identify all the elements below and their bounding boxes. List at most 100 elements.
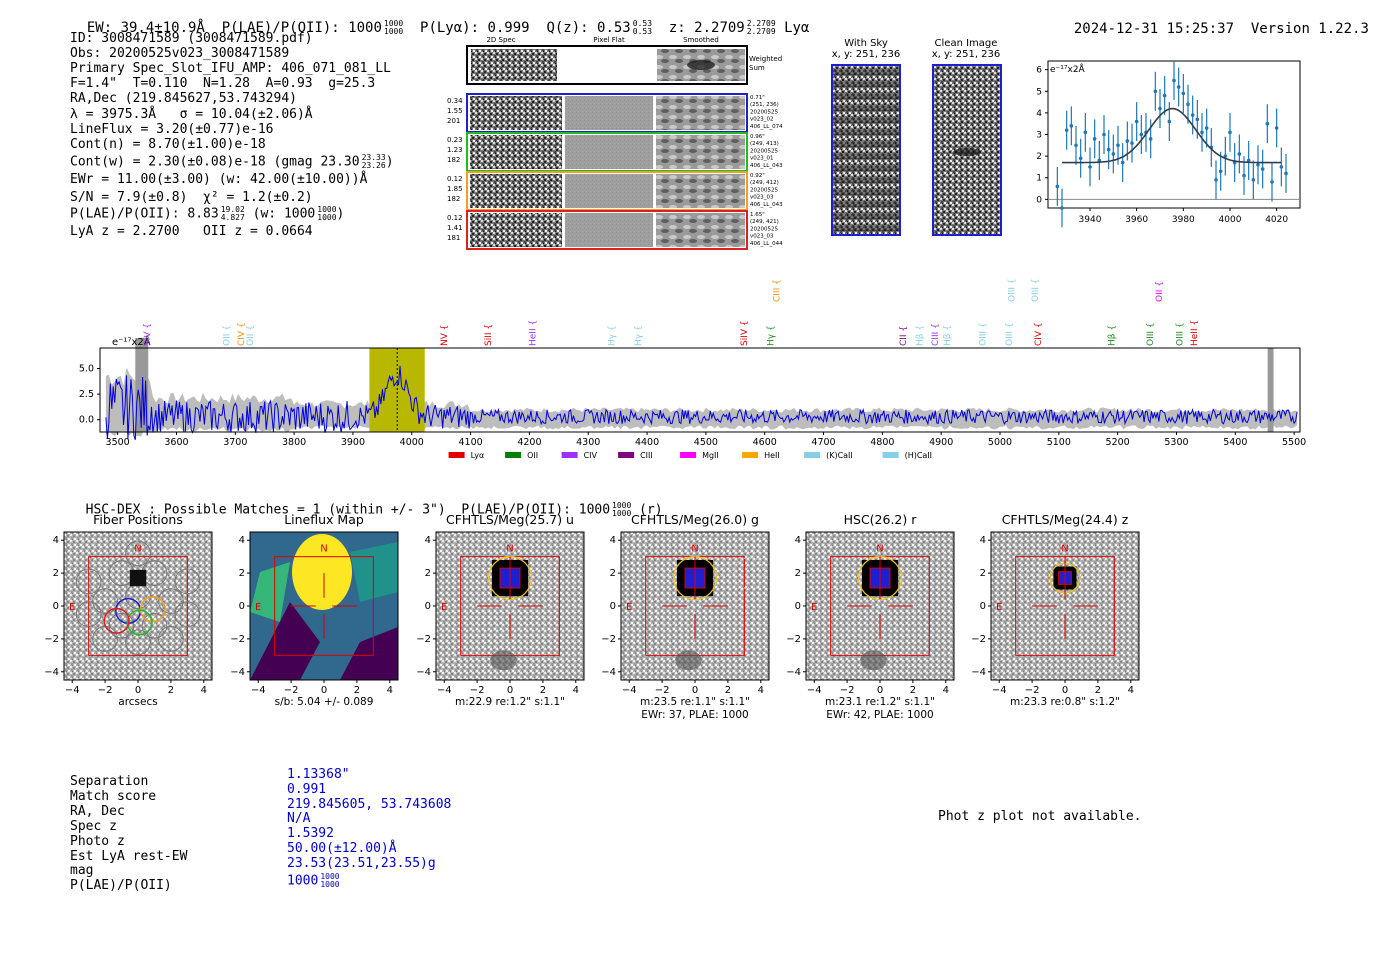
stamp-ytick-label: −2 bbox=[416, 634, 431, 645]
spectrum-xtick-label: 4000 bbox=[400, 437, 424, 448]
spectrum-xtick-label: 4200 bbox=[517, 437, 541, 448]
fit-point bbox=[1130, 141, 1134, 145]
spectrum-legend-item: CIV bbox=[561, 451, 598, 460]
fit-point bbox=[1153, 89, 1158, 94]
stamp-xtick-label: 4 bbox=[1128, 685, 1134, 696]
spectrum-line-label: Hβ { bbox=[1108, 325, 1118, 346]
stamp-ytick-label: 4 bbox=[53, 535, 59, 546]
fiber-circle bbox=[108, 612, 135, 639]
ml-value-specz: N/A bbox=[287, 811, 311, 826]
fit-xtick-label: 4000 bbox=[1219, 215, 1242, 225]
spec2d-row-flat bbox=[565, 174, 653, 208]
stamp-ytick-label: 2 bbox=[239, 568, 245, 579]
spectrum-xtick-label: 4400 bbox=[635, 437, 659, 448]
spectrum-line-label: CIV { bbox=[1034, 322, 1044, 346]
fit-point bbox=[1083, 130, 1088, 135]
stamp-svg: HSC(26.2) r N E −4 −4 −2 −2 0 0 2 2 4 4 m:23.1 re:1.2… bbox=[786, 512, 955, 721]
fit-point bbox=[1074, 143, 1078, 148]
fit-ytick-label: 3 bbox=[1036, 131, 1042, 141]
fiber-red bbox=[103, 607, 130, 634]
spec2d-row-2d bbox=[470, 213, 562, 247]
spectrum-line-label: HeII { bbox=[1190, 320, 1200, 346]
fiber-circle bbox=[174, 568, 201, 595]
ml-value-radec: 219.845605, 53.743608 bbox=[287, 797, 452, 812]
stamp-xtick-label: −2 bbox=[284, 685, 299, 696]
version: Version 1.22.3 bbox=[1250, 21, 1369, 37]
legend-swatch bbox=[505, 452, 522, 458]
fiber-circle bbox=[92, 588, 118, 614]
spec2d-row-frame bbox=[466, 210, 748, 250]
spec2d-row-2d bbox=[470, 96, 562, 130]
stamp-xtick-label: −4 bbox=[622, 685, 637, 696]
info-obs: Obs: 20200525v023_3008471589 bbox=[70, 46, 290, 61]
stamp-xtick-label: 0 bbox=[877, 685, 883, 696]
spectrum-legend-item: MgII bbox=[680, 451, 719, 460]
spec2d-row-right-label: (249, 412) bbox=[750, 180, 779, 186]
weighted-sum-2d bbox=[471, 49, 557, 81]
spec2d-row-right-label: 0.92" bbox=[750, 173, 765, 179]
stamp-east: E bbox=[811, 602, 817, 613]
weighted-sum-label-2: Sum bbox=[749, 64, 765, 72]
stamp-east: E bbox=[255, 602, 261, 613]
spectrum-xtick-label: 4100 bbox=[458, 437, 482, 448]
fit-point bbox=[1218, 169, 1223, 174]
spec2d-row-right-label: 0.96" bbox=[750, 134, 765, 140]
info-params: F=1.4" T=0.110 N=1.28 A=0.93 g=25.3 bbox=[70, 76, 376, 91]
spectrum-legend-item: OII bbox=[505, 451, 538, 460]
info-id: ID: 3008471589 (3008471589.pdf) bbox=[70, 31, 313, 46]
spec2d-row-smoothed bbox=[656, 96, 745, 130]
spec2d-row-left-label: 1.23 bbox=[447, 146, 463, 154]
stamp-ytick-label: 4 bbox=[980, 535, 986, 546]
stamp-ytick-label: 2 bbox=[53, 568, 59, 579]
spectrum-legend-item: (K)CaII bbox=[804, 451, 853, 460]
stamp-ytick-label: −2 bbox=[601, 634, 616, 645]
fit-point bbox=[1134, 119, 1139, 124]
stamp-ytick-label: −4 bbox=[230, 667, 245, 678]
stamp-xtick-label: 2 bbox=[354, 685, 360, 696]
legend-label: CIII bbox=[640, 451, 653, 460]
spec2d-row-left-label: 1.55 bbox=[447, 107, 463, 115]
clean-svg bbox=[934, 66, 1000, 234]
spec2d-panel: 2D Spec Pixel Flat Smoothed Weighted Sum… bbox=[445, 34, 795, 259]
spectrum-line-label: SiV { bbox=[143, 323, 153, 346]
spec2d-row: 0.23 1.23 182 0.96"(249, 413)20200525 v023_0… bbox=[447, 132, 783, 172]
fit-point bbox=[1284, 171, 1288, 176]
stamp-xtick-label: 2 bbox=[725, 685, 731, 696]
info-lineflux: LineFlux = 3.20(±0.77)e-16 bbox=[70, 122, 274, 137]
spectrum-xtick-label: 3500 bbox=[106, 437, 130, 448]
stamp-aperture bbox=[672, 556, 718, 601]
spectrum-xtick-label: 5200 bbox=[1106, 437, 1130, 448]
weighted-sum-blob bbox=[687, 60, 715, 70]
weighted-sum-label-1: Weighted bbox=[749, 55, 782, 63]
header-plya: P(Lyα): 0.999 bbox=[420, 20, 530, 36]
stamp-xtick-label: −4 bbox=[251, 685, 266, 696]
info-lyaz: LyA z = 2.2700 OII z = 0.0664 bbox=[70, 224, 313, 239]
spectrum-xtick-label: 3600 bbox=[164, 437, 188, 448]
spectrum-line-label: OII { bbox=[1155, 281, 1165, 302]
ml-label-ew: Est LyA rest-EW bbox=[70, 849, 188, 864]
ml-value-separation: 1.13368" bbox=[287, 767, 350, 782]
spec2d-row-2d bbox=[470, 135, 562, 169]
stamp-title: CFHTLS/Meg(26.0) g bbox=[631, 512, 759, 527]
fit-point bbox=[1228, 130, 1232, 135]
stamp-panel: HSC(26.2) r N E −4 −4 −2 −2 0 0 2 2 4 4 m:23.1 re:1.2… bbox=[782, 510, 962, 729]
spec2d-row-left-label: 0.12 bbox=[447, 175, 463, 183]
stamp-ytick-label: 0 bbox=[239, 601, 245, 612]
info-plae: P(LAE)/P(OII): 8.83 19.02 4.827 (w: 1000 10… bbox=[70, 205, 345, 222]
fit-point bbox=[1242, 173, 1246, 178]
stamp-title: CFHTLS/Meg(24.4) z bbox=[1002, 512, 1129, 527]
stamp-xtick-label: 0 bbox=[507, 685, 513, 696]
fit-point bbox=[1116, 143, 1120, 148]
spectrum-line-label: Hβ { bbox=[943, 325, 953, 346]
fit-point bbox=[1195, 117, 1200, 122]
legend-swatch bbox=[561, 452, 578, 458]
stamp-xtick-label: 0 bbox=[692, 685, 698, 696]
spec2d-row-flat bbox=[565, 96, 653, 130]
with-sky-title: With Sky bbox=[844, 38, 888, 49]
fit-point bbox=[1092, 137, 1097, 141]
spectrum-line-label: NV { bbox=[440, 325, 450, 346]
stamp-ytick-label: −2 bbox=[786, 634, 801, 645]
legend-swatch bbox=[448, 452, 465, 458]
spectrum-line-label: HeII { bbox=[528, 320, 538, 346]
stamp-caption: m:22.9 re:1.2" s:1.1" bbox=[455, 696, 565, 708]
